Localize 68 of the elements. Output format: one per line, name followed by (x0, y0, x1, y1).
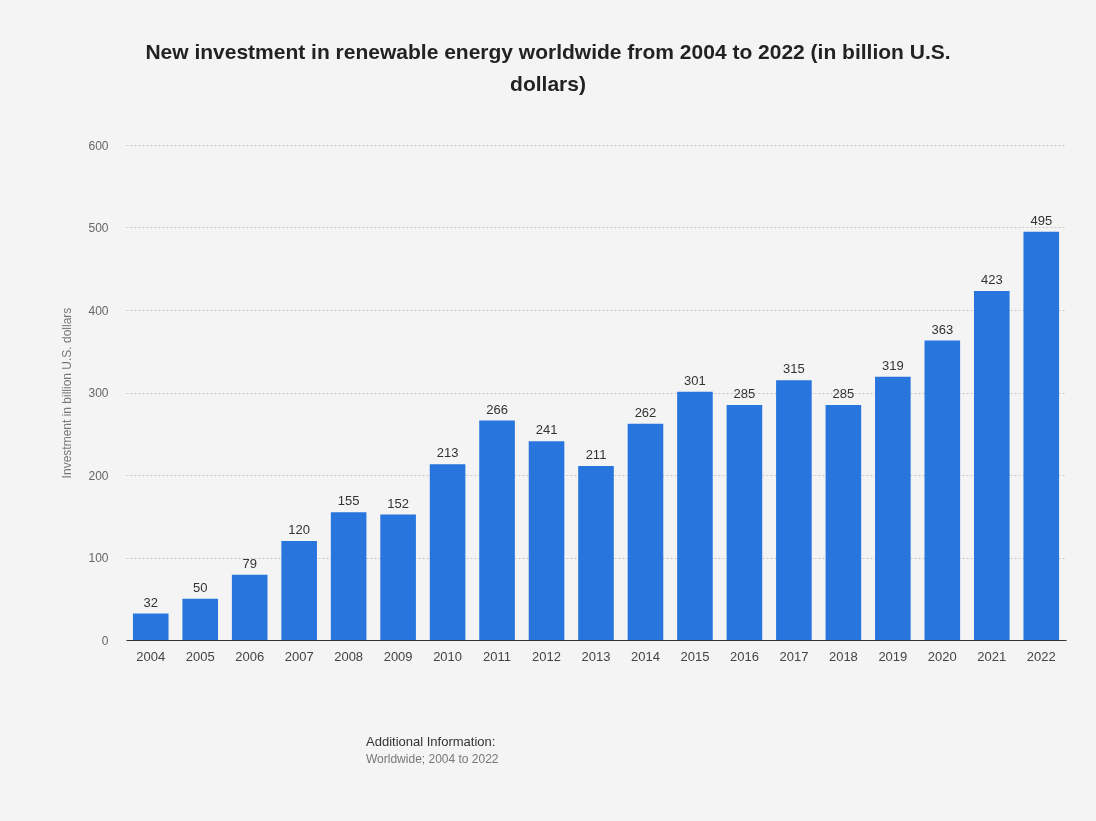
x-tick-label: 2011 (483, 648, 512, 664)
data-label: 315 (783, 361, 805, 377)
data-label: 301 (684, 372, 706, 388)
x-tick-label: 2019 (878, 648, 908, 664)
x-tick-label: 2012 (532, 648, 561, 664)
x-tick-label: 2022 (1026, 648, 1056, 664)
x-tick-label: 2017 (779, 648, 809, 664)
x-tick-label: 2013 (581, 648, 611, 664)
bar (132, 613, 169, 640)
data-label: 241 (535, 422, 558, 438)
x-tick-label: 2008 (334, 648, 364, 664)
bar (627, 423, 664, 640)
bar (924, 340, 961, 640)
data-label: 155 (337, 493, 360, 509)
y-tick-label: 200 (88, 468, 109, 483)
data-label: 363 (931, 321, 954, 337)
x-tick-label: 2016 (729, 648, 759, 664)
x-tick-label: 2021 (977, 648, 1007, 664)
data-label: 285 (733, 385, 756, 401)
y-tick-label: 300 (88, 386, 109, 400)
bar (281, 541, 317, 640)
y-tick-label: 600 (88, 138, 109, 153)
x-tick-label: 2006 (235, 648, 265, 664)
x-tick-label: 2009 (383, 648, 413, 664)
data-label: 152 (387, 495, 409, 511)
y-axis-title: Investment in billion U.S. dollars (60, 307, 75, 479)
data-label: 262 (634, 404, 657, 420)
y-tick-label: 100 (88, 551, 109, 565)
text: Additional Information: (366, 734, 497, 749)
bar (182, 598, 219, 640)
bar (380, 514, 416, 640)
x-tick-label: 2004 (136, 648, 166, 664)
y-tick-label: 0 (101, 633, 109, 648)
x-tick-label: 2018 (828, 648, 858, 664)
bar (1023, 231, 1060, 640)
bar (726, 404, 763, 640)
data-label: 266 (486, 401, 508, 417)
bar (330, 512, 367, 640)
chart-title: New investment in renewable energy worldwide from 2004 to 2022 (in billion U.S. dollars) (144, 39, 952, 97)
bar (677, 391, 713, 640)
bar (776, 380, 812, 640)
bar (528, 441, 565, 640)
x-tick-label: 2010 (433, 648, 463, 664)
x-tick-label: 2014 (631, 648, 660, 664)
bar (479, 420, 515, 640)
bar (973, 291, 1010, 640)
text: Worldwide; 2004 to 2022 (366, 752, 500, 766)
data-label: 423 (980, 272, 1003, 288)
data-label: 211 (585, 446, 607, 462)
x-tick-label: 2005 (185, 648, 215, 664)
x-tick-label: 2007 (284, 648, 314, 664)
data-label: 79 (242, 555, 257, 571)
data-label: 32 (143, 594, 158, 610)
data-label: 213 (436, 445, 459, 461)
data-label: 120 (288, 522, 311, 537)
data-label: 50 (192, 579, 208, 595)
x-tick-label: 2015 (680, 648, 710, 664)
bar (578, 465, 614, 640)
bar (231, 574, 268, 640)
bar (429, 464, 466, 640)
data-label: 495 (1030, 212, 1053, 228)
y-tick-label: 500 (88, 221, 109, 235)
data-label: 285 (832, 385, 855, 401)
x-tick-label: 2020 (927, 648, 957, 664)
y-tick-label: 400 (88, 303, 109, 318)
bar (875, 376, 911, 640)
bar (825, 404, 862, 640)
data-label: 319 (881, 357, 904, 373)
